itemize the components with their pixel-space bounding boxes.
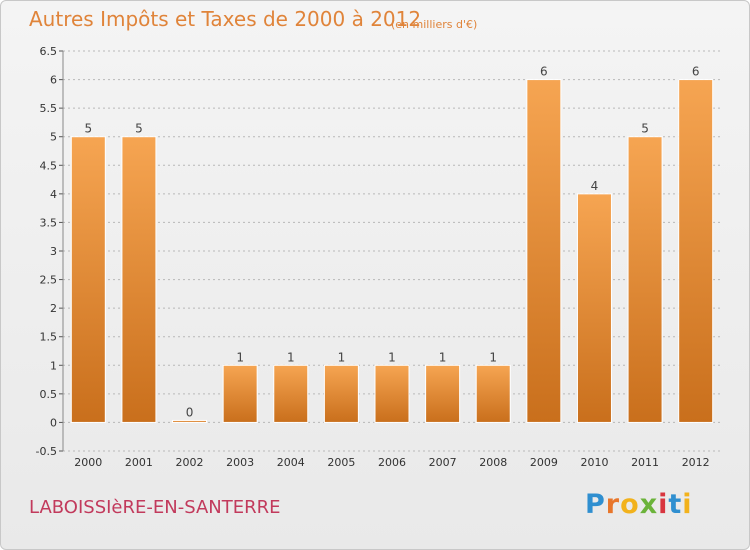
x-axis-ticks: 2000 2001 2002 2003 2004 2005 2006 2007 2008 2009… (74, 456, 709, 469)
x-tick-label: 2006 (378, 456, 406, 469)
data-label-2007: 1 (439, 350, 447, 364)
y-tick-label: 6.5 (40, 45, 58, 58)
y-tick-label: 0 (50, 416, 57, 429)
y-tick-label: 6 (50, 74, 57, 87)
data-label-2002: 0 (186, 405, 194, 419)
x-tick-label: 2009 (530, 456, 558, 469)
x-tick-label: 2005 (327, 456, 355, 469)
y-tick-label: 3 (50, 245, 57, 258)
x-tick-label: 2001 (125, 456, 153, 469)
y-tick-label: 4.5 (40, 159, 58, 172)
data-labels: 5 5 0 1 1 1 1 1 1 6 4 5 6 (84, 65, 699, 420)
data-label-2000: 5 (84, 122, 92, 136)
y-tick-label: 2.5 (40, 274, 58, 287)
bar-2004 (273, 364, 309, 423)
bar-2005 (323, 364, 359, 423)
bar-2011 (627, 136, 663, 423)
chart-title: Autres Impôts et Taxes de 2000 à 2012 (29, 7, 422, 31)
x-tick-label: 2010 (580, 456, 608, 469)
bar-2007 (425, 364, 461, 423)
y-tick-label: 4 (50, 188, 57, 201)
bar-2009 (526, 79, 562, 423)
bars (70, 79, 714, 423)
logo-letter: i (682, 489, 693, 520)
x-tick-label: 2008 (479, 456, 507, 469)
x-tick-label: 2004 (277, 456, 305, 469)
bar-2012 (678, 79, 714, 423)
bar-2001 (121, 136, 157, 423)
logo-letter: P (585, 489, 606, 520)
logo-letter: t (668, 489, 683, 520)
bar-2003 (222, 364, 258, 423)
data-label-2006: 1 (388, 350, 396, 364)
chart-subtitle: (en milliers d'€) (391, 18, 478, 31)
x-tick-label: 2000 (74, 456, 102, 469)
data-label-2009: 6 (540, 65, 548, 79)
logo-letter: x (639, 489, 659, 520)
data-label-2001: 5 (135, 122, 143, 136)
commune-name: LABOISSIèRE-EN-SANTERRE (29, 497, 281, 518)
y-tick-label: 0.5 (40, 388, 58, 401)
bar-2006 (374, 364, 410, 423)
logo-letter: o (620, 489, 640, 520)
proxiti-logo: Proxiti (585, 489, 693, 520)
y-tick-label: -0.5 (36, 445, 57, 458)
bar-2002 (172, 419, 208, 423)
data-label-2008: 1 (489, 350, 497, 364)
bar-2000 (70, 136, 106, 423)
logo-letter: i (658, 489, 669, 520)
data-label-2011: 5 (641, 122, 649, 136)
x-tick-label: 2007 (429, 456, 457, 469)
data-label-2004: 1 (287, 350, 295, 364)
data-label-2012: 6 (692, 65, 700, 79)
logo-letter: r (605, 489, 621, 520)
data-label-2003: 1 (236, 350, 244, 364)
y-tick-label: 1 (50, 359, 57, 372)
y-tick-label: 3.5 (40, 216, 58, 229)
y-tick-label: 5.5 (40, 102, 58, 115)
y-axis-ticks: -0.5 0 0.5 1 1.5 2 2.5 3 3.5 4 4.5 5 5.5 6 6.5 (36, 45, 64, 458)
bar-2008 (475, 364, 511, 423)
y-tick-label: 2 (50, 302, 57, 315)
data-label-2010: 4 (591, 179, 599, 193)
x-tick-label: 2011 (631, 456, 659, 469)
y-tick-label: 5 (50, 131, 57, 144)
y-tick-label: 1.5 (40, 331, 58, 344)
x-tick-label: 2012 (682, 456, 710, 469)
x-tick-label: 2003 (226, 456, 254, 469)
x-tick-label: 2002 (176, 456, 204, 469)
bar-2010 (576, 193, 612, 423)
data-label-2005: 1 (338, 350, 346, 364)
